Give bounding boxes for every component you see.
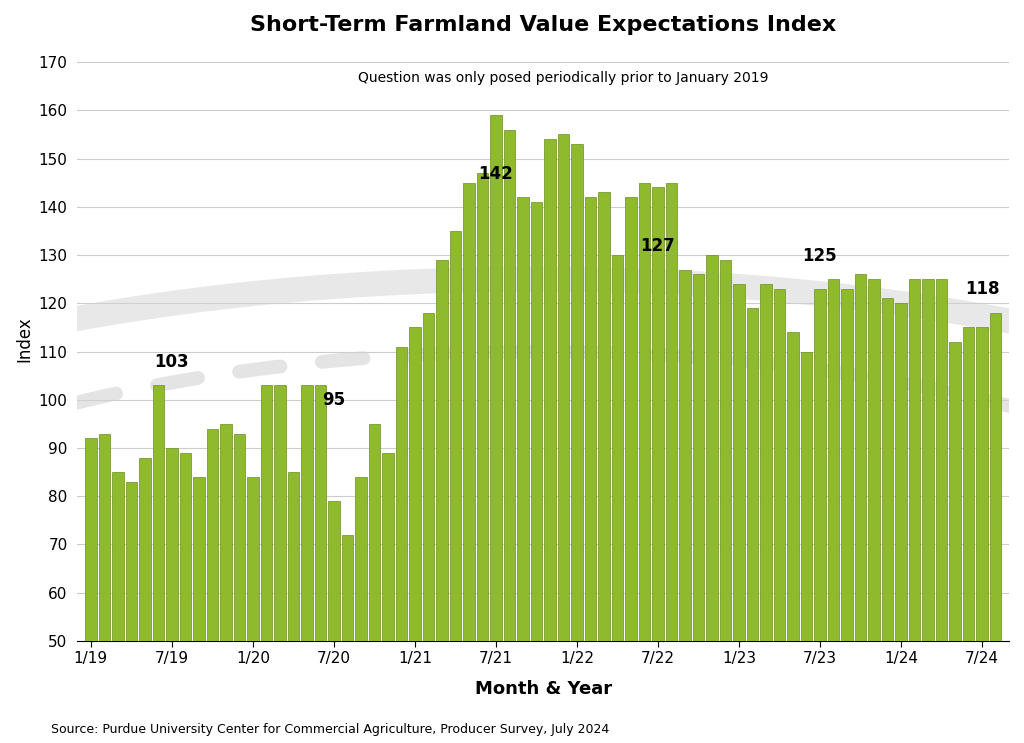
Bar <box>746 308 758 743</box>
Bar <box>923 279 934 743</box>
Text: Question was only posed periodically prior to January 2019: Question was only posed periodically pri… <box>358 71 768 85</box>
Text: 103: 103 <box>155 353 189 371</box>
Bar <box>760 284 772 743</box>
Bar <box>571 144 583 743</box>
Bar <box>990 313 1001 743</box>
Bar <box>976 328 988 743</box>
Bar <box>544 139 556 743</box>
Bar <box>626 197 637 743</box>
Bar <box>342 535 353 743</box>
Bar <box>490 115 502 743</box>
Bar <box>936 279 947 743</box>
Bar <box>463 183 474 743</box>
Bar <box>679 270 690 743</box>
Text: 127: 127 <box>641 237 675 255</box>
Bar <box>517 197 528 743</box>
Bar <box>139 458 151 743</box>
Text: 95: 95 <box>323 392 345 409</box>
Bar <box>585 197 596 743</box>
Bar <box>423 313 434 743</box>
Bar <box>328 501 340 743</box>
Bar <box>314 386 326 743</box>
Bar <box>530 202 542 743</box>
Bar <box>787 332 799 743</box>
Bar <box>112 472 124 743</box>
Bar <box>98 433 110 743</box>
Bar <box>260 386 272 743</box>
Bar <box>355 477 367 743</box>
Bar <box>450 231 461 743</box>
Bar <box>558 134 569 743</box>
X-axis label: Month & Year: Month & Year <box>474 681 611 698</box>
Bar <box>395 347 408 743</box>
Bar <box>611 255 624 743</box>
Bar <box>639 183 650 743</box>
Bar <box>166 448 177 743</box>
Bar <box>369 424 380 743</box>
Bar <box>153 386 164 743</box>
Bar <box>963 328 974 743</box>
Bar <box>436 260 447 743</box>
Bar <box>666 183 677 743</box>
Bar <box>652 187 664 743</box>
Bar <box>598 192 609 743</box>
Bar <box>720 260 731 743</box>
Y-axis label: Index: Index <box>15 317 33 363</box>
Bar <box>476 173 488 743</box>
Bar <box>194 477 205 743</box>
Bar <box>895 303 906 743</box>
Bar <box>504 129 515 743</box>
Bar <box>288 472 299 743</box>
Bar <box>827 279 840 743</box>
Bar <box>301 386 312 743</box>
Bar <box>733 284 744 743</box>
Bar <box>949 342 961 743</box>
Bar <box>908 279 921 743</box>
Text: 118: 118 <box>965 280 999 299</box>
Text: 125: 125 <box>803 247 838 265</box>
Bar <box>707 255 718 743</box>
Bar <box>247 477 258 743</box>
Bar <box>85 438 96 743</box>
Bar <box>868 279 880 743</box>
Bar <box>774 289 785 743</box>
Bar <box>692 274 705 743</box>
Bar <box>410 328 421 743</box>
Bar <box>220 424 231 743</box>
Bar <box>233 433 245 743</box>
Bar <box>801 351 812 743</box>
Bar <box>274 386 286 743</box>
Bar <box>855 274 866 743</box>
Bar <box>382 452 393 743</box>
Title: Short-Term Farmland Value Expectations Index: Short-Term Farmland Value Expectations I… <box>250 15 837 35</box>
Bar <box>179 452 191 743</box>
Bar <box>207 429 218 743</box>
Text: 142: 142 <box>478 165 513 183</box>
Bar <box>814 289 825 743</box>
Bar <box>882 299 893 743</box>
Text: Source: Purdue University Center for Commercial Agriculture, Producer Survey, Ju: Source: Purdue University Center for Com… <box>51 723 609 736</box>
Bar <box>842 289 853 743</box>
Bar <box>126 481 137 743</box>
